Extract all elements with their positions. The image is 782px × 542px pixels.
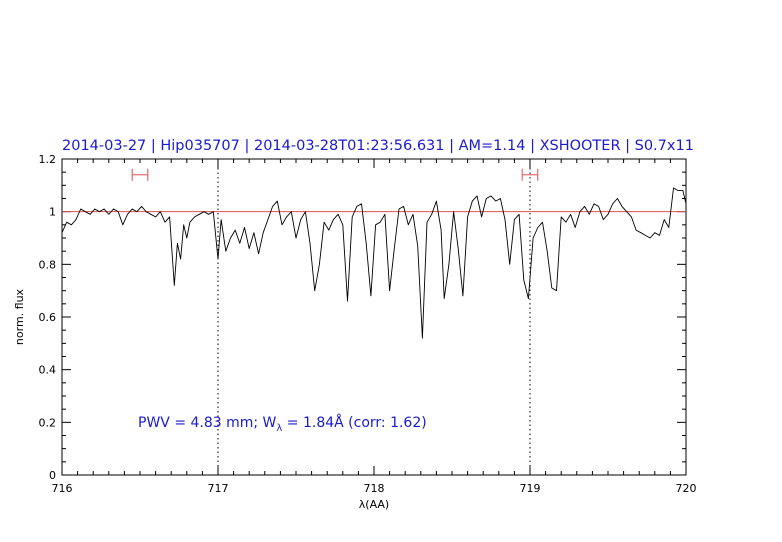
axis-ticks bbox=[61, 158, 687, 476]
x-tick-label: 717 bbox=[208, 482, 229, 495]
x-tick-label: 718 bbox=[364, 482, 385, 495]
y-tick-label: 0 bbox=[49, 469, 56, 482]
y-tick-label: 1 bbox=[49, 206, 56, 219]
y-tick-label: 0.6 bbox=[39, 311, 57, 324]
chart-title: 2014-03-27 | Hip035707 | 2014-03-28T01:2… bbox=[62, 138, 694, 154]
y-tick-label: 0.4 bbox=[39, 364, 57, 377]
y-tick-labels: 0 0.2 0.4 0.6 0.8 1 1.2 bbox=[39, 153, 57, 482]
x-tick-label: 720 bbox=[676, 482, 697, 495]
lambda-subscript: λ bbox=[276, 423, 282, 434]
pwv-annotation: PWV = 4.83 mm; Wλ = 1.84Å (corr: 1.62) bbox=[138, 414, 427, 434]
vertical-markers bbox=[217, 159, 531, 475]
y-tick-label: 0.8 bbox=[39, 258, 57, 271]
spectrum-series-line bbox=[61, 187, 687, 339]
y-axis-label: norm. flux bbox=[13, 288, 26, 345]
y-tick-label: 0.2 bbox=[39, 416, 57, 429]
x-axis-label: λ(AA) bbox=[359, 498, 389, 511]
x-tick-labels: 716 717 718 719 720 bbox=[52, 482, 697, 495]
y-tick-label: 1.2 bbox=[39, 153, 57, 166]
pwv-text: PWV = 4.83 mm; W bbox=[138, 415, 277, 431]
x-tick-label: 716 bbox=[52, 482, 73, 495]
continuum-windows bbox=[131, 168, 539, 181]
x-tick-label: 719 bbox=[520, 482, 541, 495]
equivalent-width-text: = 1.84Å (corr: 1.62) bbox=[282, 414, 426, 431]
